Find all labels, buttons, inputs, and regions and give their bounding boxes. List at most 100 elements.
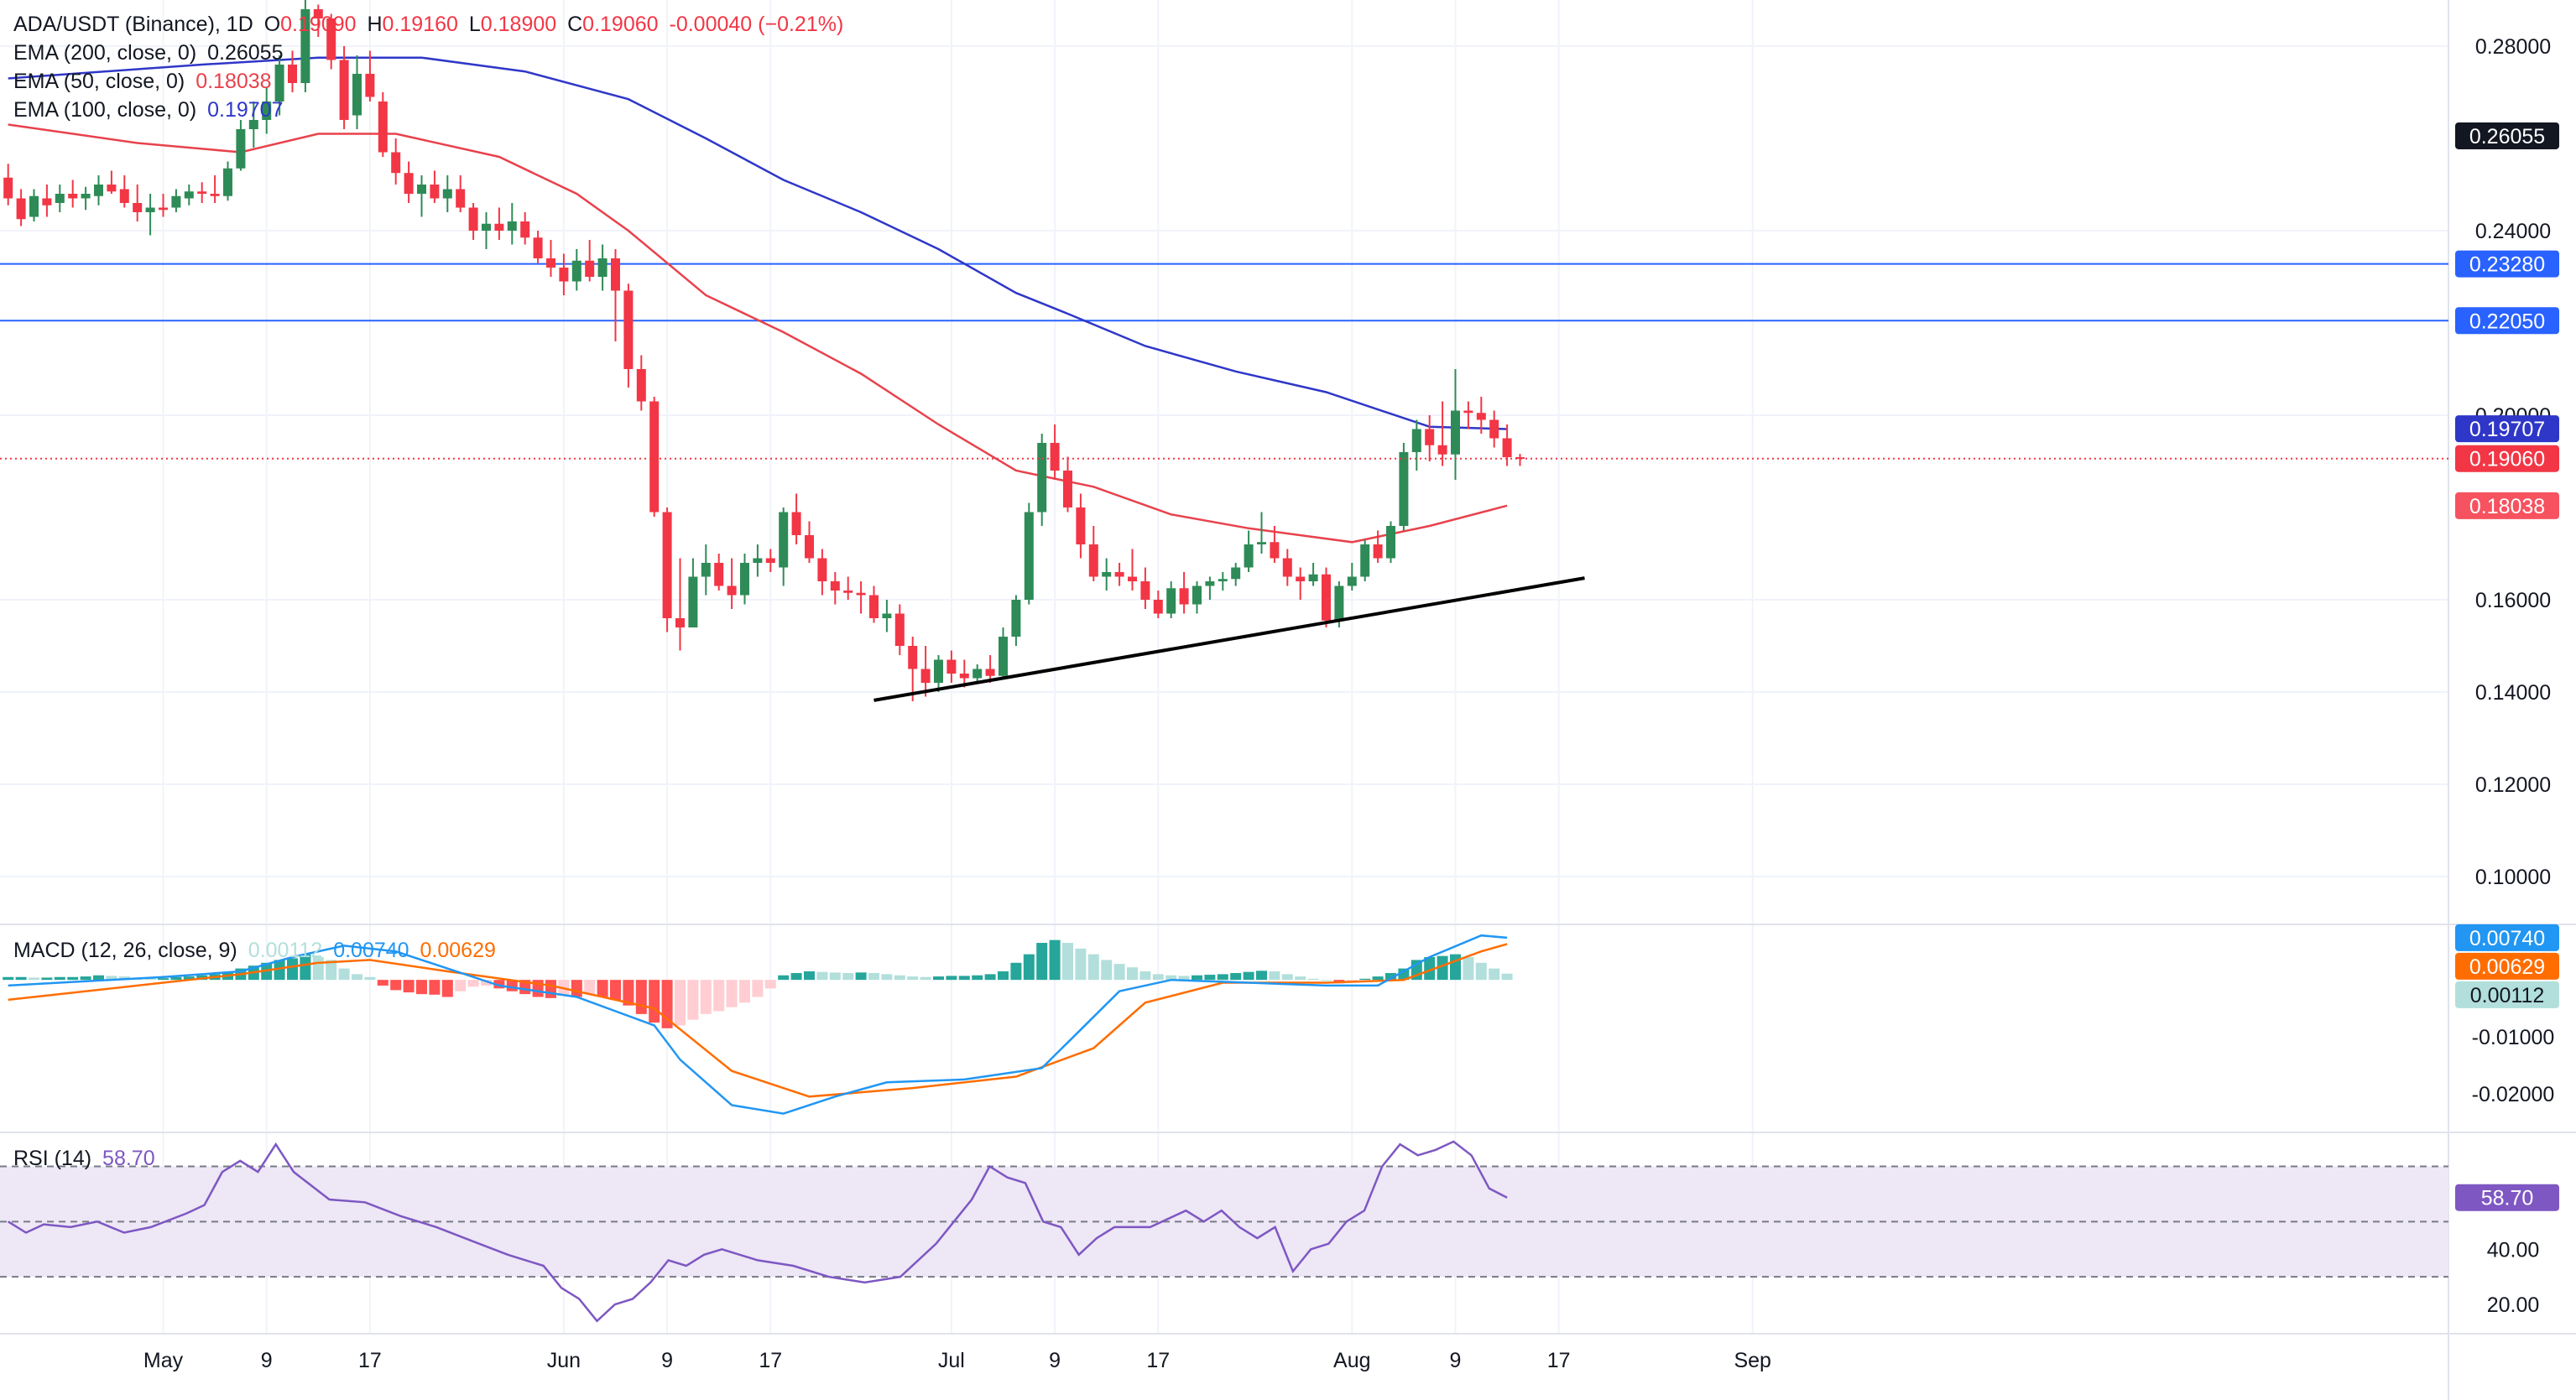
candle[interactable] — [1231, 563, 1241, 586]
candle[interactable] — [714, 554, 724, 591]
candle[interactable] — [1192, 581, 1202, 614]
candle[interactable] — [623, 284, 634, 388]
candle[interactable] — [791, 493, 801, 545]
candle[interactable] — [145, 194, 155, 236]
candle[interactable] — [1451, 369, 1460, 480]
candle[interactable] — [882, 600, 892, 632]
candle[interactable] — [365, 50, 375, 102]
candle[interactable] — [1179, 572, 1189, 614]
ema100-line[interactable] — [8, 56, 1508, 430]
candle[interactable] — [119, 175, 129, 208]
candle[interactable] — [636, 355, 646, 411]
candle[interactable] — [1347, 563, 1357, 591]
candle[interactable] — [1128, 549, 1137, 591]
candle[interactable] — [934, 655, 943, 692]
candle[interactable] — [765, 549, 775, 573]
candle[interactable] — [1024, 502, 1034, 605]
candle[interactable] — [274, 55, 284, 116]
candle[interactable] — [869, 586, 879, 623]
candle[interactable] — [1270, 526, 1280, 563]
candle[interactable] — [1373, 530, 1383, 564]
candle[interactable] — [68, 180, 78, 208]
candle[interactable] — [520, 212, 530, 245]
candle[interactable] — [1218, 572, 1228, 591]
candle[interactable] — [1166, 581, 1176, 618]
candle[interactable] — [300, 0, 310, 92]
candle[interactable] — [999, 627, 1008, 679]
candle[interactable] — [701, 544, 711, 596]
candle[interactable] — [1437, 401, 1447, 466]
candle[interactable] — [1153, 591, 1163, 618]
candle[interactable] — [920, 646, 931, 697]
candle[interactable] — [1063, 456, 1072, 513]
candle[interactable] — [378, 92, 388, 157]
support-trendline[interactable] — [873, 576, 1585, 702]
candle[interactable] — [262, 87, 272, 134]
candle[interactable] — [430, 170, 440, 204]
ema200-legend[interactable]: EMA (200, close, 0) 0.26055 — [13, 40, 288, 65]
candle[interactable] — [1425, 415, 1435, 461]
candle[interactable] — [468, 203, 478, 240]
candle[interactable] — [649, 397, 660, 517]
candle[interactable] — [1205, 576, 1215, 601]
candle[interactable] — [482, 212, 491, 249]
candle[interactable] — [1399, 443, 1409, 531]
candle[interactable] — [326, 13, 336, 70]
candle[interactable] — [571, 249, 581, 291]
ema50-legend[interactable]: EMA (50, close, 0) 0.18038 — [13, 69, 277, 94]
candle[interactable] — [81, 186, 91, 211]
candle[interactable] — [3, 164, 13, 206]
candle[interactable] — [1515, 454, 1525, 466]
candle[interactable] — [959, 659, 969, 688]
candle[interactable] — [159, 194, 168, 217]
candle[interactable] — [42, 185, 52, 217]
candle[interactable] — [404, 161, 414, 204]
candle[interactable] — [391, 138, 401, 185]
candle[interactable] — [133, 185, 143, 221]
candle[interactable] — [894, 604, 905, 656]
candle[interactable] — [1076, 493, 1086, 559]
macd-line[interactable] — [8, 934, 1508, 1115]
candle[interactable] — [688, 558, 698, 628]
candle[interactable] — [288, 50, 297, 93]
candle[interactable] — [1102, 558, 1112, 591]
candle[interactable] — [1257, 512, 1266, 554]
candle[interactable] — [611, 249, 620, 341]
candle[interactable] — [1360, 539, 1370, 582]
candle[interactable] — [1296, 567, 1306, 601]
candle[interactable] — [805, 521, 814, 564]
candle[interactable] — [727, 558, 737, 610]
candle[interactable] — [830, 572, 840, 605]
candle[interactable] — [908, 637, 918, 701]
candle[interactable] — [236, 120, 246, 171]
macd-pane[interactable] — [3, 934, 1513, 1115]
ema50-line[interactable] — [8, 123, 1508, 544]
candle[interactable] — [585, 240, 595, 282]
candle[interactable] — [973, 664, 983, 683]
candle[interactable] — [1140, 567, 1150, 610]
candle[interactable] — [1502, 424, 1512, 466]
candle[interactable] — [197, 182, 207, 203]
candle[interactable] — [339, 46, 349, 129]
candle[interactable] — [456, 175, 466, 212]
candle[interactable] — [107, 170, 117, 195]
candle[interactable] — [753, 544, 763, 577]
candle[interactable] — [843, 576, 853, 601]
candle[interactable] — [1476, 397, 1486, 434]
candle[interactable] — [1037, 434, 1047, 526]
candle[interactable] — [494, 207, 504, 241]
candle[interactable] — [1088, 526, 1098, 581]
candle[interactable] — [1489, 410, 1499, 448]
price-pane[interactable] — [0, 0, 2448, 702]
candle[interactable] — [507, 203, 517, 245]
candle[interactable] — [817, 549, 827, 596]
candle[interactable] — [1050, 424, 1060, 480]
candle[interactable] — [1322, 567, 1331, 628]
candle[interactable] — [223, 161, 232, 201]
candle[interactable] — [1011, 595, 1021, 647]
candle[interactable] — [16, 189, 26, 226]
candle[interactable] — [210, 175, 220, 203]
candle[interactable] — [352, 55, 362, 129]
candle[interactable] — [442, 175, 452, 212]
